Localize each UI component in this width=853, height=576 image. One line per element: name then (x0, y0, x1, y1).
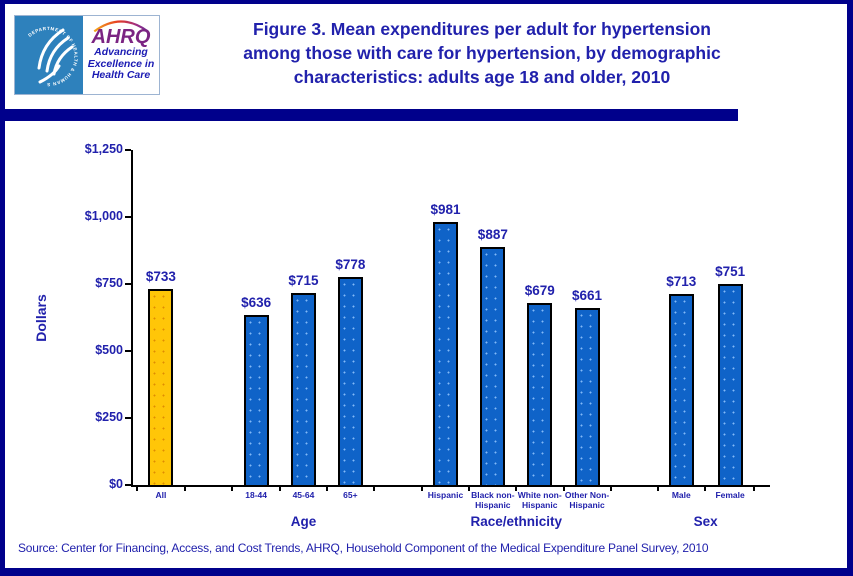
y-tick-label: $250 (95, 410, 123, 424)
y-tick (125, 149, 131, 151)
x-tick (704, 485, 707, 491)
x-tick (183, 485, 186, 491)
bar (574, 307, 600, 485)
bar-value-label: $751 (715, 263, 746, 279)
bar-category-label: 45-64 (292, 490, 315, 500)
x-tick (420, 485, 423, 491)
title-line-3: characteristics: adults age 18 and older… (293, 67, 671, 87)
title-line-2: among those with care for hypertension, … (243, 43, 721, 63)
x-tick (231, 485, 234, 491)
bar (668, 293, 694, 485)
bar-value-label: $661 (572, 287, 603, 303)
bar (243, 314, 269, 485)
source-note: Source: Center for Financing, Access, an… (18, 541, 709, 555)
rainbow-arc-icon (93, 20, 149, 32)
logo-tagline: Advancing Excellence in Health Care (87, 46, 155, 82)
bar-value-label: $733 (145, 268, 176, 284)
title-line-1: Figure 3. Mean expenditures per adult fo… (253, 19, 711, 39)
bar-category-label: All (155, 490, 167, 500)
bar (527, 303, 553, 485)
y-tick (125, 283, 131, 285)
x-tick (562, 485, 565, 491)
bar-value-label: $887 (477, 227, 508, 243)
bar-value-label: $778 (335, 256, 366, 272)
tagline-line: Advancing (94, 46, 148, 58)
x-tick (325, 485, 328, 491)
bar-value-label: $679 (524, 283, 555, 299)
page-title: Figure 3. Mean expenditures per adult fo… (182, 17, 782, 89)
bar-category-label: White non-Hispanic (517, 490, 562, 510)
bar (480, 247, 506, 485)
y-axis-label: Dollars (33, 294, 49, 342)
y-tick-label: $1,250 (84, 142, 123, 156)
ahrq-panel: AHRQ Advancing Excellence in Health Care (83, 16, 159, 94)
bar (337, 276, 363, 485)
plot-area: $0 $250 $500 $750 $1,000 $1,250 $733 All $636 18-… (85, 142, 770, 529)
x-tick (136, 485, 139, 491)
x-tick (753, 485, 756, 491)
group-label: Sex (693, 514, 718, 529)
seal-eagle-icon (37, 28, 74, 84)
bar (717, 283, 743, 485)
x-tick (278, 485, 281, 491)
bar-value-label: $713 (666, 273, 697, 289)
bar-category-label: Other Non-Hispanic (564, 490, 610, 510)
hhs-seal: DEPARTMENT OF HEALTH & HUMAN SERVICES·US… (15, 16, 83, 94)
tagline-line: Health Care (91, 69, 151, 81)
hhs-ahrq-logo: DEPARTMENT OF HEALTH & HUMAN SERVICES·US… (14, 15, 160, 95)
x-tick (468, 485, 471, 491)
group-label: Age (290, 514, 317, 529)
bar-value-label: $981 (430, 202, 461, 218)
y-tick (125, 417, 131, 419)
x-tick (656, 485, 659, 491)
title-divider (5, 109, 738, 121)
bar (148, 288, 174, 485)
y-tick (125, 350, 131, 352)
y-tick-label: $0 (109, 477, 123, 491)
bar-category-label: Black non-Hispanic (471, 490, 515, 510)
y-tick (125, 216, 131, 218)
ahrq-wordmark: AHRQ (91, 26, 151, 48)
y-tick-label: $500 (95, 343, 123, 357)
tagline-line: Excellence in (87, 57, 155, 70)
y-tick-label: $1,000 (84, 209, 123, 223)
y-tick-label: $750 (95, 276, 123, 290)
bar-category-label: 65+ (343, 490, 358, 500)
bar (433, 222, 458, 485)
y-tick (125, 484, 131, 486)
x-tick (372, 485, 375, 491)
bar-value-label: $715 (288, 273, 319, 289)
bar-category-label: Female (715, 490, 745, 500)
bar (290, 293, 316, 485)
bar-value-label: $636 (241, 294, 272, 310)
x-tick (609, 485, 612, 491)
x-tick (514, 485, 517, 491)
bar-category-label: 18-44 (245, 490, 267, 500)
bar-category-label: Male (671, 490, 691, 500)
bar-category-label: Hispanic (427, 490, 464, 500)
group-label: Race/ethnicity (470, 514, 563, 529)
